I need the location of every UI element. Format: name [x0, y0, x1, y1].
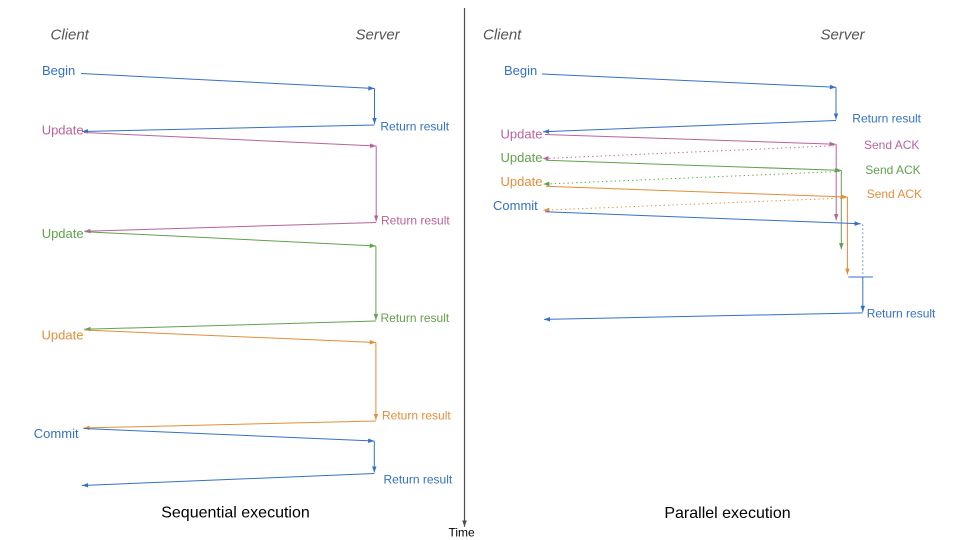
svg-text:Commit: Commit — [493, 198, 538, 213]
svg-text:Update: Update — [501, 174, 543, 189]
svg-text:Update: Update — [501, 126, 543, 141]
svg-text:Update: Update — [42, 226, 84, 241]
svg-text:Return result: Return result — [867, 307, 936, 321]
svg-text:Return result: Return result — [382, 409, 451, 423]
svg-text:Send ACK: Send ACK — [865, 163, 920, 177]
svg-text:Update: Update — [501, 150, 543, 165]
svg-text:Return result: Return result — [381, 311, 450, 325]
svg-text:Update: Update — [42, 327, 84, 342]
svg-text:Update: Update — [42, 122, 84, 137]
svg-text:Server: Server — [821, 26, 866, 43]
svg-text:Begin: Begin — [504, 63, 537, 78]
svg-text:Sequential execution: Sequential execution — [161, 505, 310, 522]
svg-text:Return result: Return result — [380, 120, 449, 134]
svg-text:Send ACK: Send ACK — [864, 138, 919, 152]
svg-text:Parallel execution: Parallel execution — [664, 505, 790, 522]
svg-text:Server: Server — [356, 26, 401, 43]
svg-text:Send ACK: Send ACK — [867, 187, 922, 201]
svg-text:Client: Client — [483, 26, 522, 43]
svg-text:Return result: Return result — [384, 473, 453, 487]
svg-text:Return result: Return result — [852, 112, 921, 126]
svg-text:Commit: Commit — [34, 426, 79, 441]
svg-text:Time: Time — [449, 526, 476, 540]
svg-text:Begin: Begin — [42, 63, 75, 78]
svg-text:Return result: Return result — [381, 214, 450, 228]
svg-text:Client: Client — [51, 26, 90, 43]
